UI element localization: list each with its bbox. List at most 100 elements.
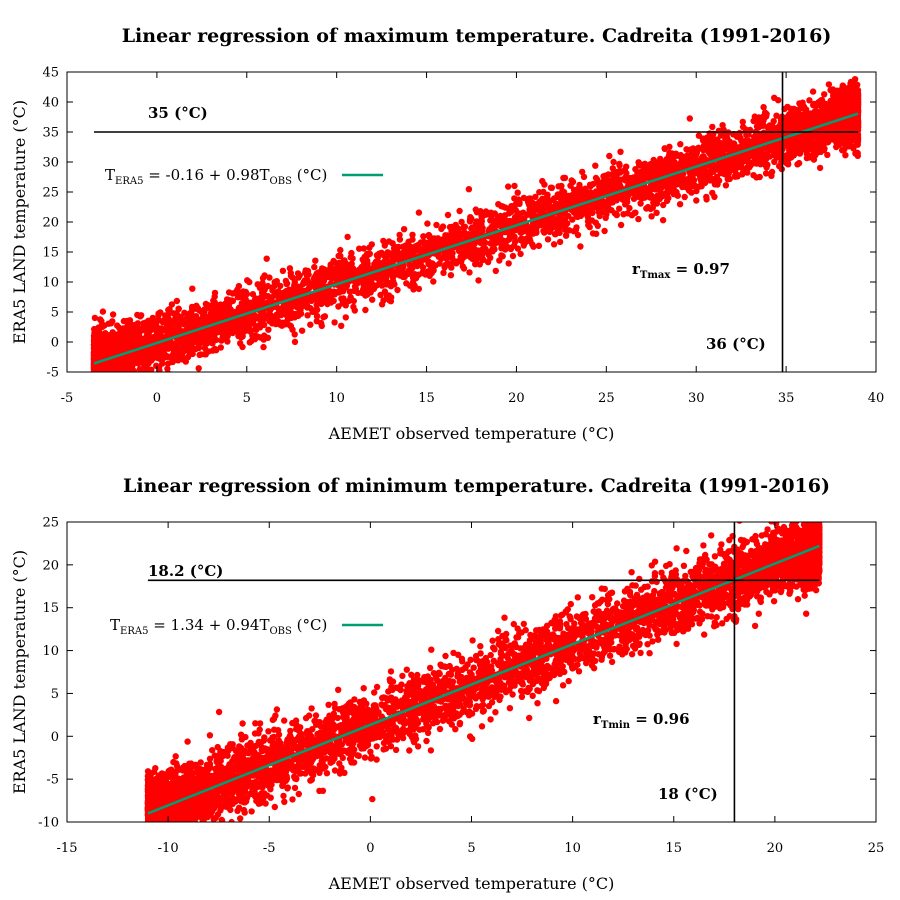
data-point bbox=[93, 382, 99, 388]
data-point bbox=[392, 268, 399, 276]
data-point bbox=[291, 338, 299, 346]
data-point bbox=[175, 320, 182, 327]
data-point bbox=[660, 201, 667, 209]
data-point bbox=[366, 276, 374, 283]
data-point bbox=[710, 178, 717, 185]
data-point bbox=[191, 335, 199, 342]
data-point bbox=[250, 320, 257, 327]
data-point bbox=[258, 299, 266, 306]
data-point bbox=[693, 197, 700, 204]
data-point bbox=[337, 246, 344, 254]
data-point bbox=[616, 160, 623, 168]
data-point bbox=[678, 154, 685, 161]
data-point bbox=[335, 252, 342, 260]
data-point bbox=[198, 308, 205, 315]
data-point bbox=[794, 161, 801, 168]
data-point bbox=[753, 123, 761, 130]
data-point bbox=[239, 300, 246, 307]
data-point bbox=[320, 314, 327, 321]
data-point bbox=[342, 265, 349, 272]
data-point bbox=[92, 386, 98, 392]
data-point bbox=[106, 395, 112, 401]
data-point bbox=[693, 187, 700, 195]
data-point bbox=[220, 334, 228, 342]
data-point bbox=[92, 375, 98, 381]
data-point bbox=[655, 185, 662, 193]
data-point bbox=[101, 371, 104, 372]
data-point bbox=[143, 332, 151, 339]
data-point bbox=[165, 306, 172, 314]
data-point bbox=[616, 205, 623, 212]
data-point bbox=[309, 280, 316, 288]
data-point bbox=[388, 251, 395, 258]
data-point bbox=[99, 371, 102, 372]
data-point bbox=[676, 201, 684, 208]
data-point bbox=[444, 211, 452, 219]
data-point bbox=[796, 100, 803, 107]
data-point bbox=[604, 177, 611, 184]
data-point bbox=[351, 270, 359, 277]
data-point bbox=[164, 365, 171, 372]
data-point bbox=[183, 338, 190, 345]
data-point bbox=[666, 149, 673, 157]
data-point bbox=[559, 187, 566, 195]
data-point bbox=[573, 224, 580, 231]
data-point bbox=[509, 252, 517, 260]
data-point bbox=[721, 165, 728, 172]
data-point bbox=[842, 152, 849, 159]
data-point bbox=[762, 156, 770, 163]
data-point bbox=[801, 136, 808, 143]
data-point bbox=[517, 250, 524, 258]
data-point bbox=[239, 322, 247, 329]
data-point bbox=[653, 209, 660, 216]
data-point bbox=[846, 83, 854, 90]
data-point bbox=[109, 318, 116, 325]
data-point bbox=[259, 279, 266, 287]
data-point bbox=[580, 173, 588, 181]
data-point bbox=[91, 381, 97, 387]
data-point bbox=[237, 293, 244, 301]
data-point bbox=[512, 206, 519, 214]
data-point bbox=[177, 313, 184, 321]
data-point bbox=[296, 272, 303, 279]
data-point bbox=[95, 389, 101, 395]
data-point bbox=[125, 372, 131, 378]
data-point bbox=[531, 212, 538, 219]
data-point bbox=[478, 250, 486, 257]
data-point bbox=[97, 387, 103, 393]
data-point bbox=[700, 167, 707, 174]
data-point bbox=[493, 234, 500, 242]
data-point bbox=[327, 261, 334, 268]
data-point bbox=[258, 317, 266, 325]
data-point bbox=[226, 321, 234, 328]
data-point bbox=[115, 377, 121, 383]
data-point bbox=[521, 238, 529, 246]
data-point bbox=[835, 139, 842, 147]
data-point bbox=[853, 86, 860, 93]
data-point bbox=[93, 371, 96, 372]
data-point bbox=[91, 385, 97, 391]
data-point bbox=[91, 375, 97, 381]
data-point bbox=[366, 244, 373, 251]
data-point bbox=[313, 313, 321, 320]
data-point bbox=[376, 262, 384, 270]
data-point bbox=[701, 179, 709, 187]
data-point bbox=[93, 383, 99, 389]
data-point bbox=[491, 223, 499, 230]
data-point bbox=[94, 374, 100, 380]
data-point bbox=[136, 366, 144, 372]
data-point bbox=[412, 243, 419, 250]
data-point bbox=[211, 299, 218, 306]
data-point bbox=[387, 283, 395, 290]
data-point bbox=[602, 214, 609, 221]
data-point bbox=[103, 377, 109, 383]
data-point bbox=[103, 375, 109, 381]
data-point bbox=[558, 221, 565, 229]
data-point bbox=[350, 265, 357, 272]
data-point bbox=[746, 138, 753, 145]
data-point bbox=[227, 327, 234, 334]
data-point bbox=[92, 380, 98, 386]
data-point bbox=[351, 283, 359, 290]
data-point bbox=[287, 269, 294, 277]
